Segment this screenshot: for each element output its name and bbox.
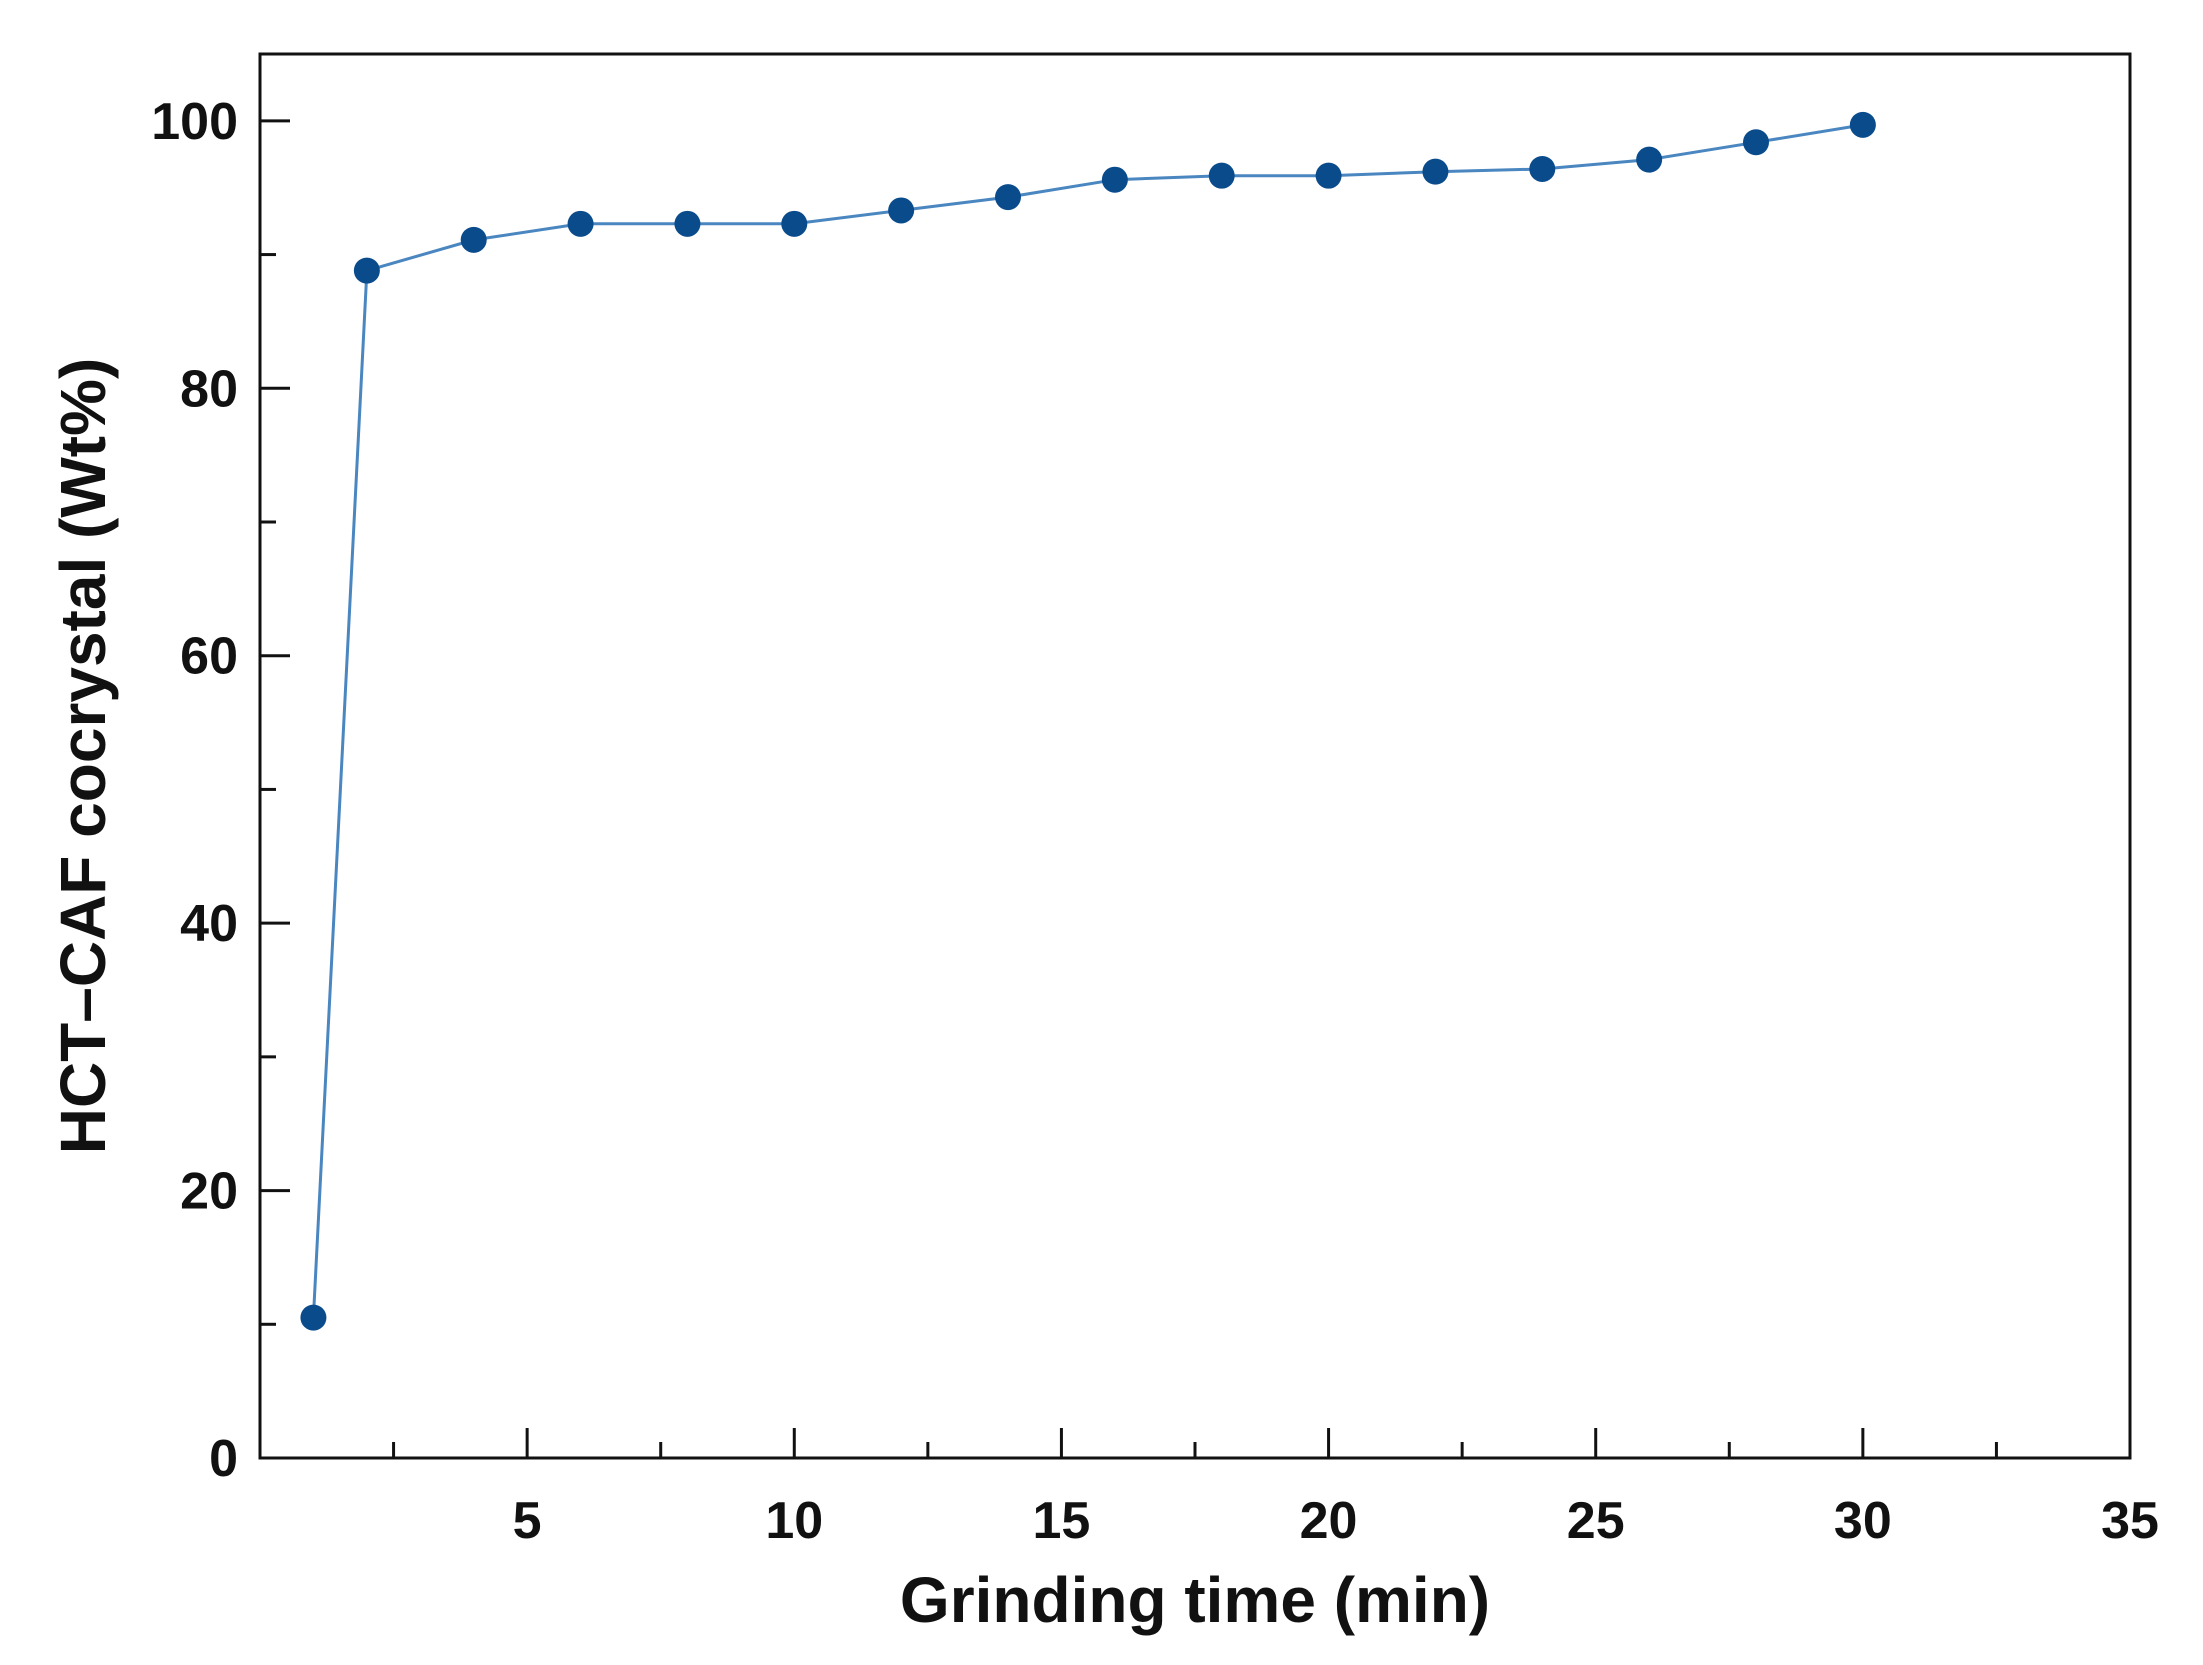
y-tick-label: 40: [180, 895, 238, 953]
y-axis-label: HCT–CAF cocrystal (Wt%): [47, 358, 119, 1155]
data-point: [353, 257, 380, 284]
data-point: [674, 210, 701, 237]
data-point: [1743, 129, 1769, 156]
data-point: [300, 1304, 327, 1331]
plot-series: [300, 111, 1876, 1331]
data-point: [1422, 158, 1449, 185]
data-point: [1849, 111, 1876, 138]
data-point: [1636, 146, 1663, 173]
data-point: [1529, 155, 1556, 182]
y-tick-label: 80: [180, 360, 238, 418]
plot-frame: [258, 52, 2132, 1460]
x-tick-label: 15: [1033, 1492, 1091, 1550]
data-point: [1208, 162, 1235, 189]
x-tick-label: 5: [513, 1492, 542, 1550]
data-point: [888, 197, 915, 224]
data-point: [1315, 162, 1342, 189]
data-point: [567, 210, 594, 237]
y-tick-label: 20: [180, 1163, 238, 1221]
x-tick-label: 30: [1834, 1492, 1892, 1550]
x-tick-label: 35: [2101, 1492, 2159, 1550]
y-tick-label: 60: [180, 628, 238, 686]
x-tick-label: 10: [765, 1492, 823, 1550]
data-point: [1101, 166, 1128, 193]
series-line: [311, 123, 1864, 1318]
x-tick-label: 25: [1567, 1492, 1625, 1550]
x-tick-label: 20: [1300, 1492, 1358, 1550]
x-axis-label: Grinding time (min): [900, 1564, 1490, 1636]
axis-ticks: 5 10 15 20 25 30 35 0 20 40 60 80 100: [151, 93, 2159, 1550]
y-tick-label: 0: [209, 1430, 238, 1488]
data-point: [995, 184, 1021, 211]
y-tick-label: 100: [151, 93, 238, 151]
data-point: [460, 226, 487, 253]
data-point: [781, 210, 808, 237]
